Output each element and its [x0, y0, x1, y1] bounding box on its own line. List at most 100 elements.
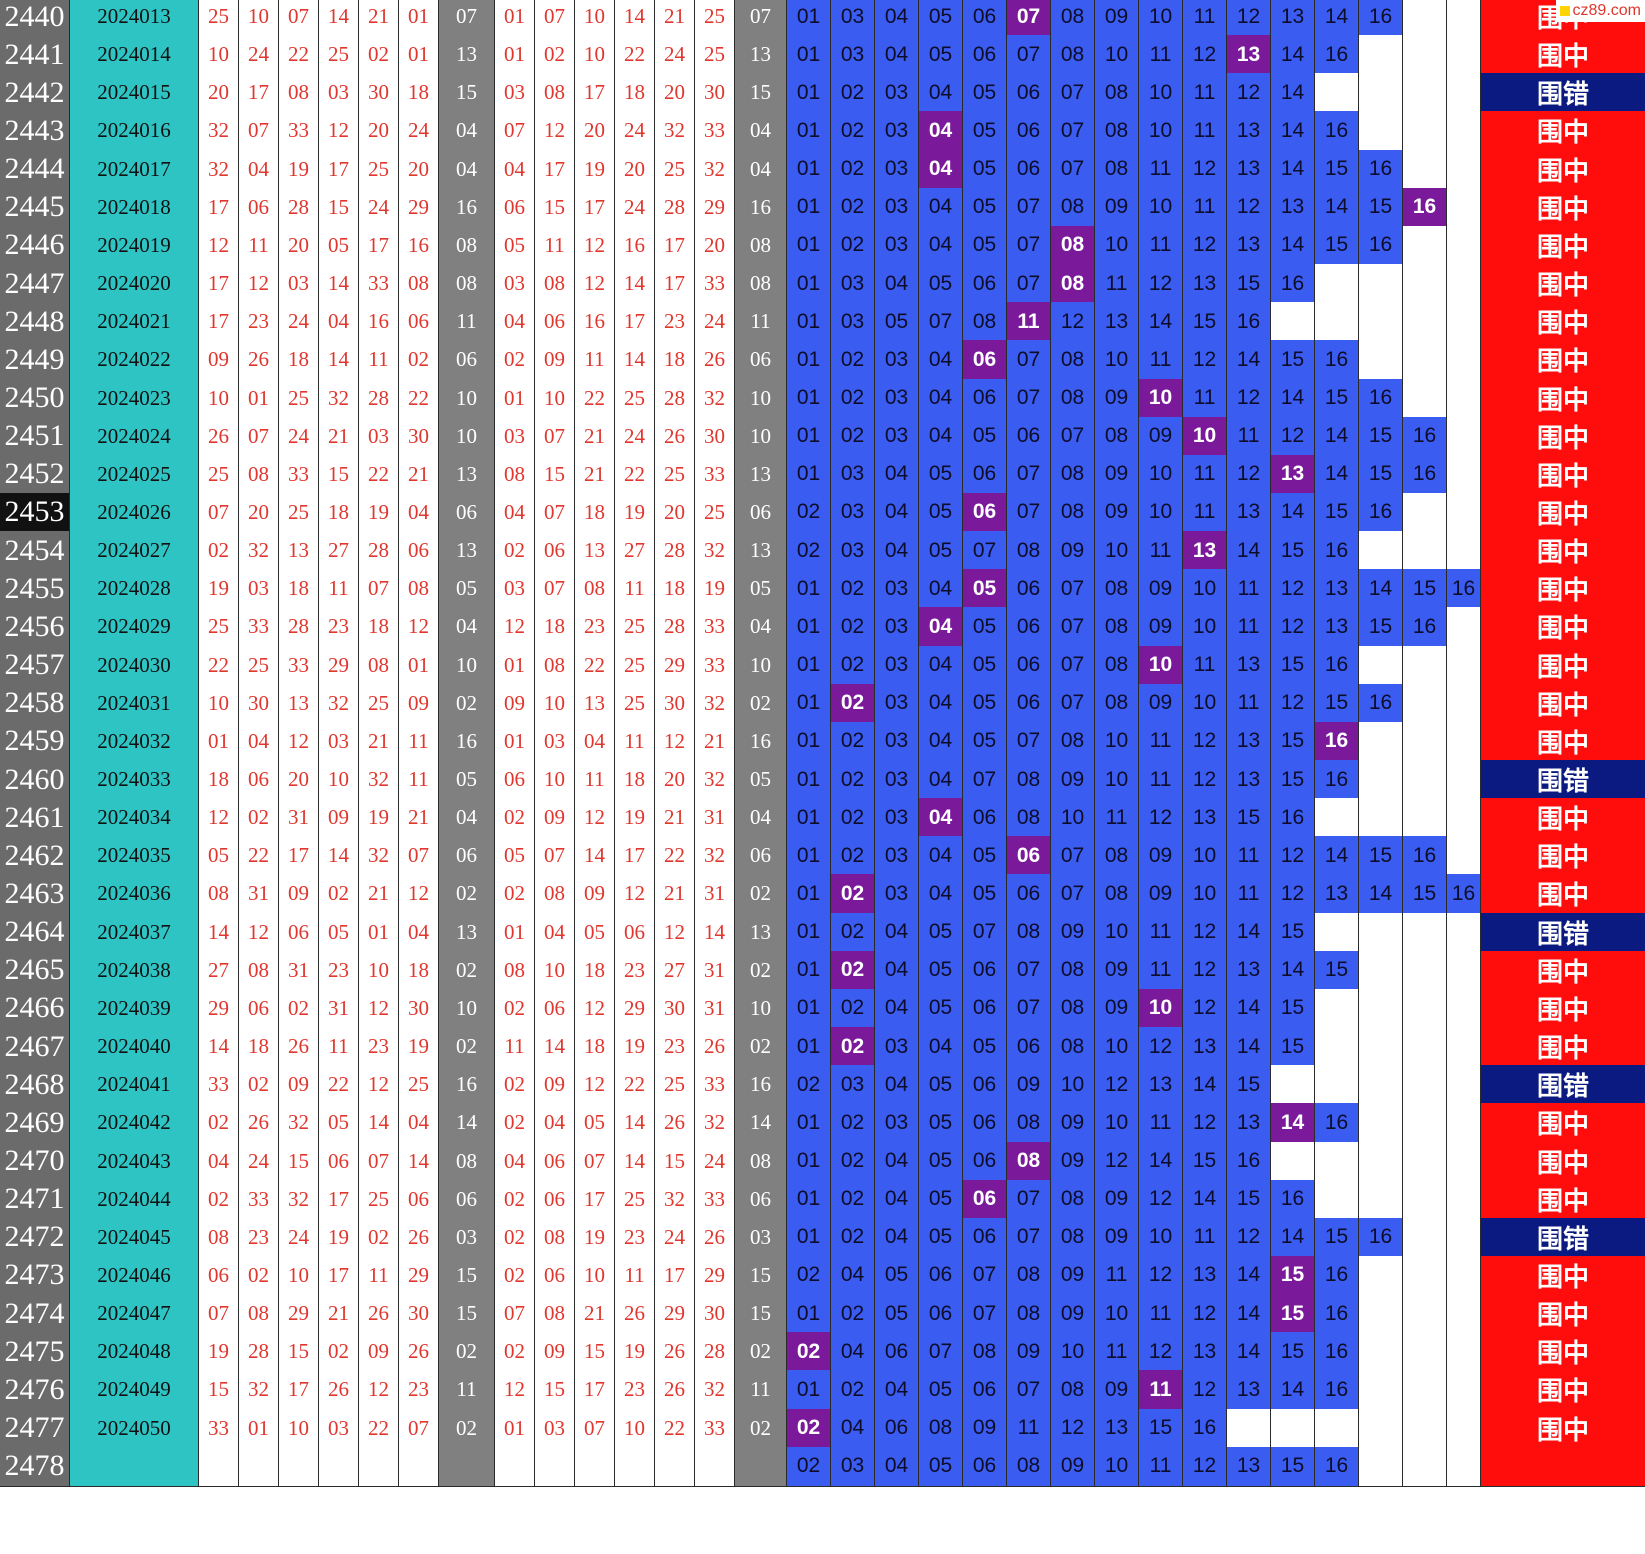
sorted-number: 07 — [575, 1141, 615, 1182]
draw-number: 20 — [359, 111, 399, 152]
sorted-number: 31 — [695, 798, 735, 839]
row-number: 2463 — [0, 874, 70, 915]
key-number-repeat: 02 — [735, 1027, 787, 1068]
sorted-number: 11 — [615, 1255, 655, 1296]
candidate-number: 10 — [1139, 1217, 1183, 1258]
draw-number: 01 — [239, 378, 279, 419]
candidate-number: 12 — [1139, 1179, 1183, 1220]
draw-number: 03 — [359, 416, 399, 457]
candidate-number: 07 — [1007, 492, 1051, 533]
draw-number: 29 — [279, 1294, 319, 1335]
candidate-number: 14 — [1227, 1332, 1271, 1373]
issue-number — [70, 1446, 199, 1487]
empty-cell — [1227, 1408, 1271, 1449]
result-badge: 围中 — [1481, 492, 1645, 533]
empty-cell — [1315, 302, 1359, 343]
draw-number: 17 — [239, 73, 279, 114]
sorted-number: 18 — [655, 340, 695, 381]
candidate-number: 14 — [1315, 416, 1359, 457]
candidate-number: 13 — [1139, 1065, 1183, 1106]
issue-number: 2024015 — [70, 73, 199, 114]
row-number: 2442 — [0, 73, 70, 114]
candidate-number: 06 — [919, 1255, 963, 1296]
sorted-number: 19 — [615, 1027, 655, 1068]
watermark-text: cz89.com — [1572, 2, 1641, 19]
candidate-number: 01 — [787, 721, 831, 762]
key-number-repeat: 04 — [735, 607, 787, 648]
issue-number: 2024013 — [70, 0, 199, 37]
sorted-number — [655, 1446, 695, 1487]
empty-cell — [1447, 73, 1481, 114]
candidate-number: 11 — [1095, 1332, 1139, 1373]
candidate-number: 08 — [1051, 187, 1095, 228]
draw-number: 10 — [319, 760, 359, 800]
draw-number: 14 — [399, 1141, 439, 1182]
draw-number: 18 — [279, 569, 319, 610]
candidate-number: 16 — [1315, 645, 1359, 686]
sorted-number: 25 — [615, 607, 655, 648]
key-number: 05 — [439, 569, 495, 610]
candidate-number: 08 — [1007, 531, 1051, 572]
candidate-number: 16 — [1359, 492, 1403, 533]
empty-cell — [1271, 1141, 1315, 1182]
result-badge: 围中 — [1481, 149, 1645, 190]
candidate-number: 07 — [963, 1255, 1007, 1296]
empty-cell — [1359, 912, 1403, 953]
candidate-number: 05 — [919, 1179, 963, 1220]
candidate-number: 05 — [963, 683, 1007, 724]
draw-number: 03 — [319, 721, 359, 762]
candidate-number: 06 — [963, 454, 1007, 495]
sorted-number: 13 — [575, 683, 615, 724]
candidate-number: 07 — [1007, 35, 1051, 76]
candidate-number: 10 — [1139, 454, 1183, 495]
candidate-number: 09 — [1007, 1065, 1051, 1106]
candidate-number: 07 — [1051, 569, 1095, 610]
draw-number: 14 — [319, 264, 359, 305]
empty-cell — [1359, 1446, 1403, 1487]
candidate-number: 01 — [787, 912, 831, 953]
draw-number: 17 — [359, 225, 399, 266]
candidate-number: 05 — [963, 721, 1007, 762]
issue-number: 2024035 — [70, 836, 199, 877]
result-badge: 围错 — [1481, 912, 1645, 953]
candidate-number: 05 — [919, 1065, 963, 1106]
empty-cell — [1271, 1065, 1315, 1106]
issue-number: 2024022 — [70, 340, 199, 381]
row-number: 2453 — [0, 492, 70, 533]
candidate-number: 12 — [1271, 416, 1315, 457]
sorted-number: 07 — [535, 0, 575, 37]
candidate-number: 11 — [1139, 149, 1183, 190]
draw-number: 30 — [359, 73, 399, 114]
draw-number: 30 — [399, 988, 439, 1029]
draw-number: 01 — [399, 35, 439, 76]
issue-number: 2024021 — [70, 302, 199, 343]
candidate-number: 02 — [831, 607, 875, 648]
candidate-number: 05 — [919, 492, 963, 533]
draw-number: 32 — [279, 1179, 319, 1220]
empty-cell — [1359, 760, 1403, 800]
row-number: 2477 — [0, 1408, 70, 1449]
candidate-number: 15 — [1271, 988, 1315, 1029]
candidate-number: 12 — [1271, 683, 1315, 724]
sorted-number: 26 — [695, 340, 735, 381]
sorted-number: 10 — [535, 683, 575, 724]
sorted-number: 01 — [495, 0, 535, 37]
key-number: 03 — [439, 1217, 495, 1258]
draw-number: 17 — [319, 1255, 359, 1296]
candidate-number: 04 — [875, 531, 919, 572]
sorted-number: 24 — [695, 1141, 735, 1182]
issue-number: 2024029 — [70, 607, 199, 648]
sorted-number: 26 — [615, 1294, 655, 1335]
draw-number: 25 — [359, 683, 399, 724]
sorted-number: 02 — [495, 531, 535, 572]
draw-number: 32 — [319, 378, 359, 419]
sorted-number: 02 — [495, 1179, 535, 1220]
row-number: 2450 — [0, 378, 70, 419]
draw-number: 15 — [319, 187, 359, 228]
draw-number: 07 — [199, 492, 239, 533]
empty-cell — [1359, 531, 1403, 572]
draw-number: 19 — [359, 798, 399, 839]
row-number: 2466 — [0, 988, 70, 1029]
sorted-number: 22 — [615, 1065, 655, 1106]
key-number: 13 — [439, 531, 495, 572]
